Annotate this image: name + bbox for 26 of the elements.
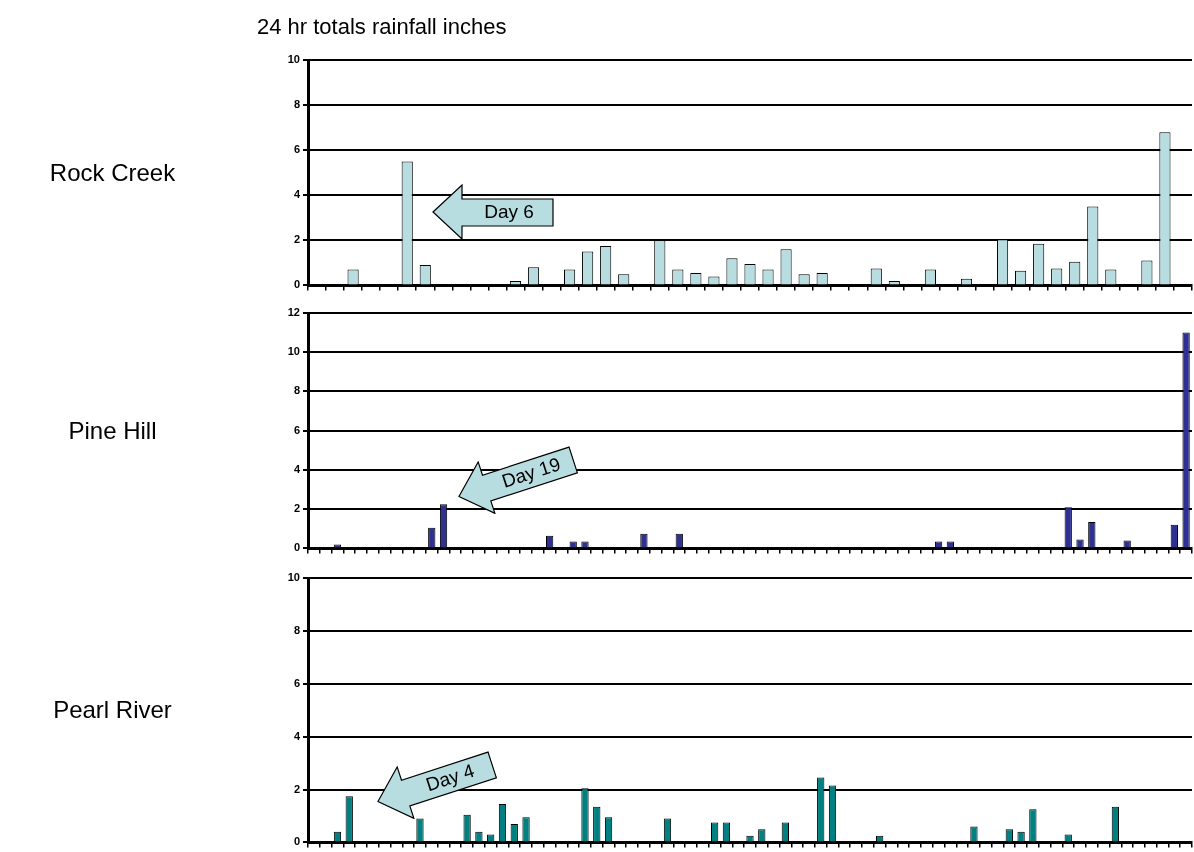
y-tick-label: 4: [293, 729, 301, 742]
annotation: Day 6: [483, 200, 535, 224]
y-tick-label: 2: [293, 233, 300, 246]
y-tick-label: 2: [293, 502, 300, 515]
annotation: Day 4: [422, 758, 478, 798]
y-tick-label: 8: [293, 98, 300, 111]
chart-title: 24 hr totals rainfall inches: [257, 14, 507, 40]
y-tick-label: 12: [287, 306, 300, 319]
y-axis-title: Pearl River: [52, 696, 173, 724]
y-tick-label: 4: [293, 462, 301, 475]
y-tick-label: 6: [293, 676, 300, 689]
y-tick-label: 6: [293, 423, 300, 436]
y-tick-label: 0: [293, 541, 300, 554]
y-tick-label: 2: [293, 782, 300, 795]
y-axis-title: Rock Creek: [48, 158, 177, 187]
y-tick-label: 10: [287, 53, 300, 66]
y-tick-label: 8: [293, 384, 300, 397]
y-tick-label: 10: [287, 571, 300, 584]
y-tick-label: 8: [293, 623, 300, 636]
y-tick-label: 10: [287, 345, 300, 358]
y-tick-label: 6: [293, 143, 300, 156]
annotation: Day 19: [498, 452, 564, 494]
y-tick-label: 4: [293, 188, 301, 201]
y-tick-label: 0: [293, 278, 300, 291]
y-axis-title: Pine Hill: [67, 416, 158, 445]
y-tick-label: 0: [293, 835, 300, 848]
